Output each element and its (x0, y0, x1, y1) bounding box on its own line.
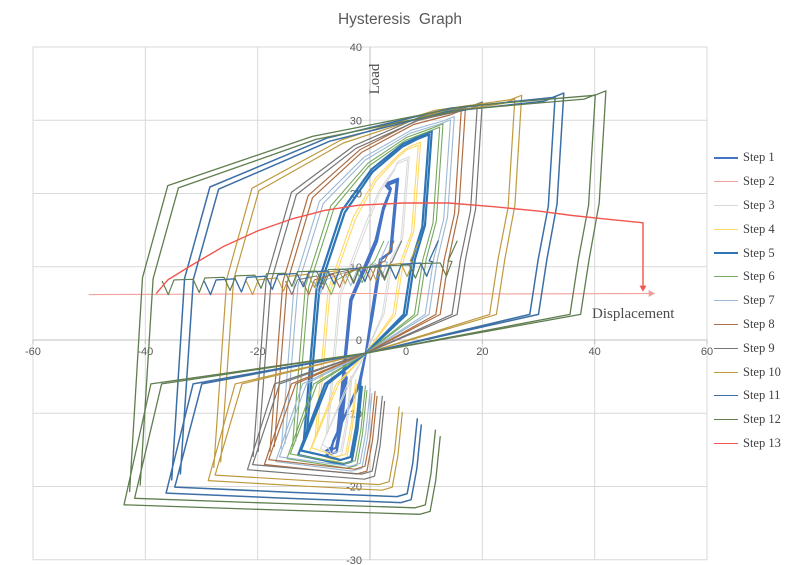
series-step-11[interactable] (165, 92, 565, 504)
legend-item-step-10[interactable]: Step 10 (714, 360, 781, 384)
legend-item-step-2[interactable]: Step 2 (714, 170, 781, 194)
series-step-10[interactable] (207, 94, 523, 491)
series-step-4[interactable] (308, 141, 422, 463)
legend-label: Step 8 (743, 316, 775, 331)
y-tick-label--20: -20 (346, 482, 362, 494)
legend-label: Step 11 (743, 388, 781, 403)
legend-line-swatch (714, 442, 738, 444)
legend-line-swatch (714, 395, 738, 397)
legend-line-swatch (714, 300, 738, 302)
y-tick-label-40: 40 (350, 42, 362, 54)
legend-item-step-7[interactable]: Step 7 (714, 289, 781, 313)
series-step-9[interactable] (246, 101, 483, 480)
legend-label: Step 12 (743, 412, 781, 427)
legend-line-swatch (714, 204, 738, 206)
legend: Step 1 Step 2 Step 3 Step 4 Step 5 Step 6 Step… (714, 146, 781, 455)
legend-line-swatch (714, 419, 738, 421)
x-tick-label--40: -40 (137, 346, 153, 358)
series-step-11-slip[interactable] (203, 240, 439, 296)
legend-line-swatch (714, 323, 738, 325)
legend-label: Step 5 (743, 245, 775, 260)
x-axis-title[interactable]: Displacement (592, 306, 675, 322)
legend-item-step-12[interactable]: Step 12 (714, 408, 781, 432)
series-step-7-cycle2[interactable] (278, 119, 452, 467)
series-step-10-cycle2[interactable] (214, 98, 516, 486)
series-step-12-slip[interactable] (161, 240, 458, 296)
legend-label: Step 1 (743, 150, 775, 165)
series-step-7-slip[interactable] (313, 240, 390, 296)
legend-item-step-5[interactable]: Step 5 (714, 241, 781, 265)
series-step-6-cycle2[interactable] (289, 126, 441, 465)
y-tick-label-0: 0 (356, 335, 362, 347)
x-tick-label--60: -60 (25, 346, 41, 358)
x-tick-label-20: 20 (476, 346, 488, 358)
legend-label: Step 4 (743, 221, 775, 236)
legend-item-step-13[interactable]: Step 13 (714, 432, 781, 456)
legend-label: Step 7 (743, 293, 775, 308)
x-tick-label-0: 0 (403, 346, 409, 358)
series-step-12-cycle2[interactable] (133, 94, 596, 509)
series-step-8-cycle2[interactable] (268, 110, 462, 470)
legend-label: Step 6 (743, 269, 775, 284)
backbone-arrow-icon (639, 285, 647, 292)
chart-title[interactable]: Hysteresis Graph (337, 11, 463, 28)
legend-item-step-11[interactable]: Step 11 (714, 384, 781, 408)
series-step-8-slip[interactable] (302, 240, 395, 296)
series-step-5-cycle2[interactable] (299, 133, 431, 462)
legend-line-swatch (714, 156, 738, 159)
series-step-1-cycle2[interactable] (324, 180, 398, 452)
x-tick-label-60: 60 (701, 346, 713, 358)
series-step-9-cycle2[interactable] (252, 104, 478, 475)
legend-item-step-1[interactable]: Step 1 (714, 146, 781, 170)
y-axis-title[interactable]: Load (367, 63, 383, 95)
legend-line-swatch (714, 228, 738, 230)
series-step-11-cycle2[interactable] (174, 96, 556, 498)
legend-item-step-4[interactable]: Step 4 (714, 217, 781, 241)
series-step-13[interactable] (155, 202, 644, 294)
series-step-4-cycle2[interactable] (311, 144, 419, 458)
legend-item-step-3[interactable]: Step 3 (714, 194, 781, 218)
legend-line-swatch (714, 181, 738, 183)
y-tick-label-30: 30 (350, 115, 362, 127)
flat-line-arrow-icon (648, 289, 656, 297)
y-tick-label--30: -30 (346, 555, 362, 565)
series-step-7[interactable] (275, 116, 455, 472)
legend-label: Step 10 (743, 364, 781, 379)
series-step-12[interactable] (123, 90, 607, 515)
series-step-6[interactable] (286, 123, 444, 469)
legend-item-step-9[interactable]: Step 9 (714, 336, 781, 360)
legend-line-swatch (714, 347, 738, 349)
legend-label: Step 2 (743, 174, 775, 189)
legend-line-swatch (714, 276, 738, 278)
legend-line-swatch (714, 371, 738, 373)
series-step-10-slip[interactable] (245, 240, 420, 296)
legend-item-step-6[interactable]: Step 6 (714, 265, 781, 289)
x-tick-label--20: -20 (250, 346, 266, 358)
x-tick-label-40: 40 (589, 346, 601, 358)
legend-line-swatch (714, 252, 738, 255)
legend-label: Step 13 (743, 435, 781, 450)
series-step-2[interactable] (88, 292, 655, 296)
series-step-6-slip[interactable] (324, 240, 385, 296)
legend-label: Step 9 (743, 340, 775, 355)
series-step-3-cycle2[interactable] (321, 159, 408, 455)
legend-label: Step 3 (743, 197, 775, 212)
legend-item-step-8[interactable]: Step 8 (714, 313, 781, 337)
series-step-5[interactable] (297, 130, 433, 466)
